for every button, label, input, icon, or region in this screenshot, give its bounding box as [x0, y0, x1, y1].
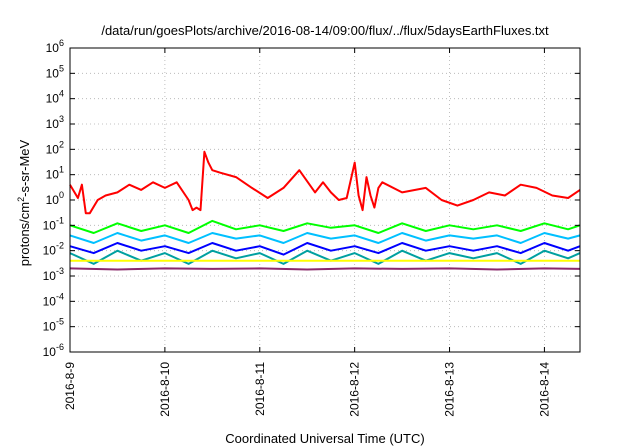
y-tick-label: 105 — [46, 63, 64, 80]
y-axis-ticks: 10-6 10-5 10-4 10-3 10-2 10-1 100 101 102 103 104 1… — [43, 38, 580, 359]
x-tick-label: 2016-8-11 — [253, 362, 267, 416]
x-tick-label: 2016-8-13 — [443, 362, 457, 417]
x-tick-label: 2016-8-10 — [158, 362, 172, 417]
y-tick-label: 10-5 — [43, 317, 64, 334]
y-tick-label: 10-2 — [43, 241, 64, 258]
x-tick-label: 2016-8-12 — [348, 362, 362, 417]
series-line-3 — [69, 232, 581, 244]
y-axis-label: protons/cm2-s-sr-MeV — [16, 139, 32, 266]
y-tick-label: 10-3 — [43, 266, 64, 283]
y-tick-label: 10-1 — [43, 215, 64, 232]
y-tick-label: 104 — [46, 89, 64, 106]
y-tick-label: 100 — [46, 190, 64, 207]
series-line-1 — [69, 150, 581, 215]
y-tick-label: 103 — [46, 114, 64, 131]
y-tick-label: 102 — [46, 139, 64, 156]
y-tick-label: 106 — [46, 38, 64, 55]
y-tick-label: 10-4 — [43, 291, 64, 308]
series-line-4 — [69, 242, 581, 256]
y-tick-label: 101 — [46, 165, 64, 182]
series-line-5 — [69, 249, 581, 265]
chart-title: /data/run/goesPlots/archive/2016-08-14/0… — [101, 23, 549, 38]
series-line-2 — [69, 219, 581, 234]
y-tick-label: 10-6 — [43, 342, 64, 359]
grid-lines — [70, 48, 580, 352]
x-tick-label: 2016-8-9 — [63, 362, 77, 410]
x-axis-ticks: 2016-8-9 2016-8-10 2016-8-11 2016-8-12 2016-… — [63, 48, 551, 417]
x-tick-label: 2016-8-14 — [537, 362, 551, 417]
series-group — [69, 150, 581, 271]
series-line-7 — [69, 267, 581, 271]
x-axis-label: Coordinated Universal Time (UTC) — [225, 431, 424, 446]
